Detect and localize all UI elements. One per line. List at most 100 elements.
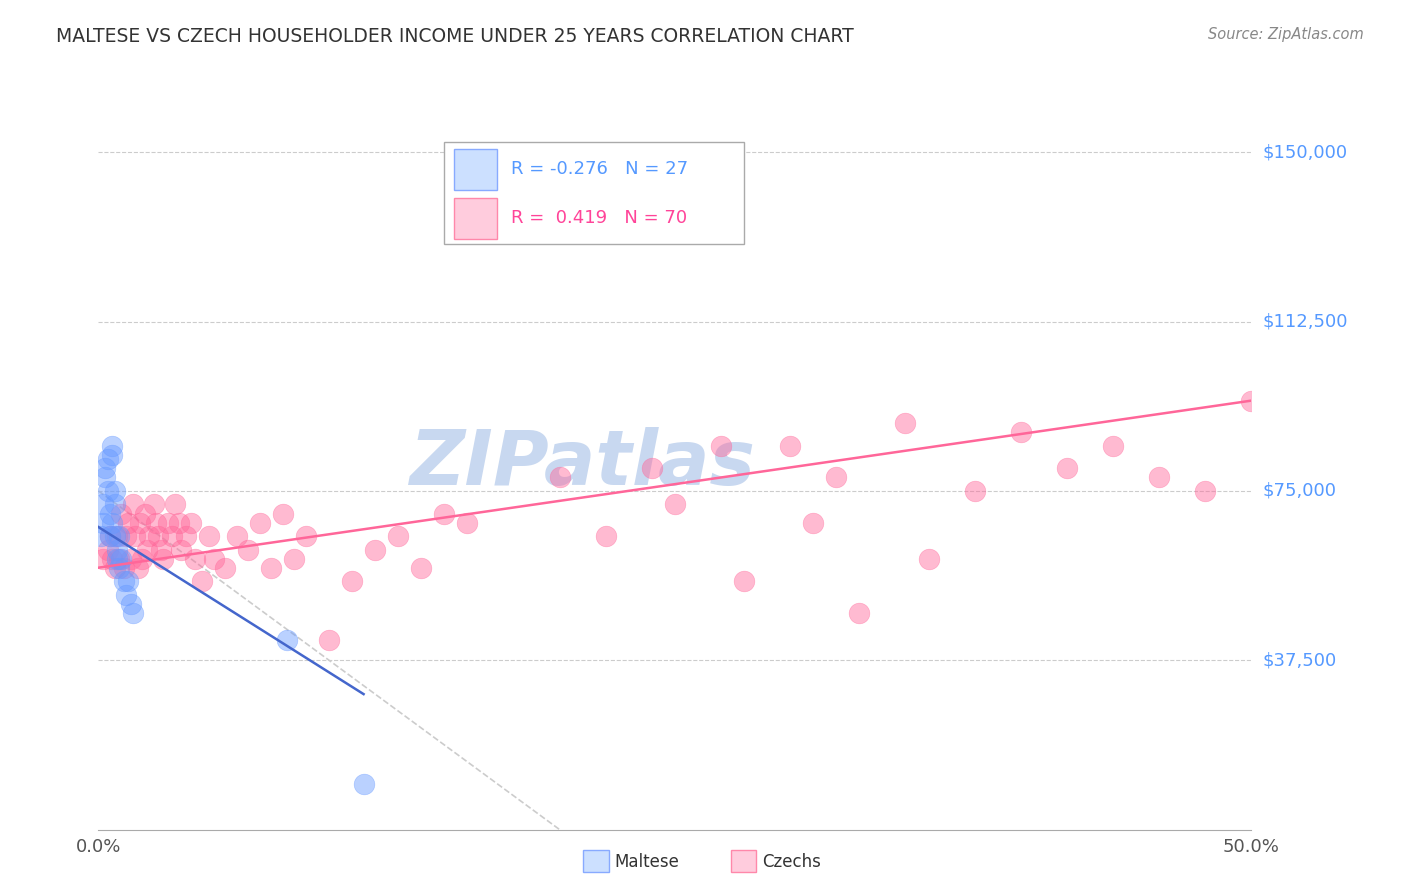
Text: Source: ZipAtlas.com: Source: ZipAtlas.com: [1208, 27, 1364, 42]
Point: [202, 551, 225, 566]
Point: [167, 516, 190, 530]
Point: [103, 529, 125, 543]
Point: [238, 542, 260, 557]
Point: [134, 507, 156, 521]
Point: [198, 529, 221, 543]
Point: [1102, 439, 1125, 453]
Point: [91, 498, 114, 512]
Point: [103, 560, 125, 574]
Text: R =  0.419   N = 70: R = 0.419 N = 70: [512, 210, 688, 227]
Point: [101, 448, 124, 462]
Point: [641, 461, 664, 475]
Text: Czechs: Czechs: [762, 853, 821, 871]
Point: [117, 516, 139, 530]
Point: [894, 416, 917, 430]
Point: [848, 606, 870, 620]
Point: [1056, 461, 1078, 475]
Text: Maltese: Maltese: [614, 853, 679, 871]
Point: [160, 529, 183, 543]
Point: [276, 632, 298, 647]
Point: [124, 529, 146, 543]
Point: [120, 597, 142, 611]
Point: [260, 560, 283, 574]
Point: [112, 574, 135, 589]
Point: [105, 551, 128, 566]
Point: [108, 551, 131, 566]
Text: $150,000: $150,000: [1263, 144, 1347, 161]
Point: [963, 483, 986, 498]
Point: [353, 777, 375, 791]
Point: [152, 551, 174, 566]
Point: [97, 542, 120, 557]
Point: [117, 574, 139, 589]
Point: [91, 551, 114, 566]
Point: [142, 498, 165, 512]
Point: [733, 574, 755, 589]
Point: [825, 470, 848, 484]
Point: [249, 516, 271, 530]
Point: [120, 551, 142, 566]
Point: [340, 574, 363, 589]
Text: R = -0.276   N = 27: R = -0.276 N = 27: [512, 161, 689, 178]
Point: [595, 529, 617, 543]
Point: [90, 529, 112, 543]
Text: $37,500: $37,500: [1263, 651, 1337, 669]
Point: [115, 588, 138, 602]
FancyBboxPatch shape: [444, 142, 744, 244]
Point: [456, 516, 478, 530]
Text: MALTESE VS CZECH HOUSEHOLDER INCOME UNDER 25 YEARS CORRELATION CHART: MALTESE VS CZECH HOUSEHOLDER INCOME UNDE…: [56, 27, 853, 45]
Point: [115, 529, 138, 543]
Point: [98, 507, 121, 521]
Text: $112,500: $112,500: [1263, 312, 1348, 331]
Point: [101, 516, 124, 530]
Text: ZIPatlas: ZIPatlas: [409, 427, 755, 500]
Point: [94, 461, 117, 475]
Point: [180, 516, 202, 530]
Point: [97, 483, 120, 498]
Point: [135, 542, 157, 557]
FancyBboxPatch shape: [454, 198, 498, 238]
Point: [101, 551, 124, 566]
Point: [225, 529, 247, 543]
Point: [664, 498, 686, 512]
Point: [131, 551, 153, 566]
Point: [103, 498, 125, 512]
Point: [191, 574, 214, 589]
Point: [105, 529, 128, 543]
Point: [101, 439, 124, 453]
Point: [108, 529, 131, 543]
Point: [122, 606, 145, 620]
Point: [98, 529, 121, 543]
Point: [411, 560, 433, 574]
Point: [156, 516, 179, 530]
Point: [1240, 393, 1263, 408]
Point: [710, 439, 733, 453]
Point: [1147, 470, 1170, 484]
Point: [110, 507, 132, 521]
Point: [917, 551, 939, 566]
Point: [127, 560, 149, 574]
Point: [103, 483, 125, 498]
Point: [105, 542, 128, 557]
Point: [122, 498, 145, 512]
Point: [283, 551, 305, 566]
Point: [112, 560, 135, 574]
Point: [138, 529, 160, 543]
Point: [548, 470, 571, 484]
Point: [91, 516, 114, 530]
Point: [163, 498, 186, 512]
Point: [387, 529, 409, 543]
Point: [174, 529, 197, 543]
Point: [801, 516, 824, 530]
Point: [1010, 425, 1032, 440]
Point: [364, 542, 387, 557]
Point: [184, 551, 207, 566]
FancyBboxPatch shape: [454, 149, 498, 190]
Point: [108, 560, 131, 574]
Point: [214, 560, 236, 574]
Point: [149, 542, 172, 557]
Point: [295, 529, 318, 543]
Text: $75,000: $75,000: [1263, 482, 1337, 500]
Point: [1194, 483, 1216, 498]
Point: [318, 632, 340, 647]
